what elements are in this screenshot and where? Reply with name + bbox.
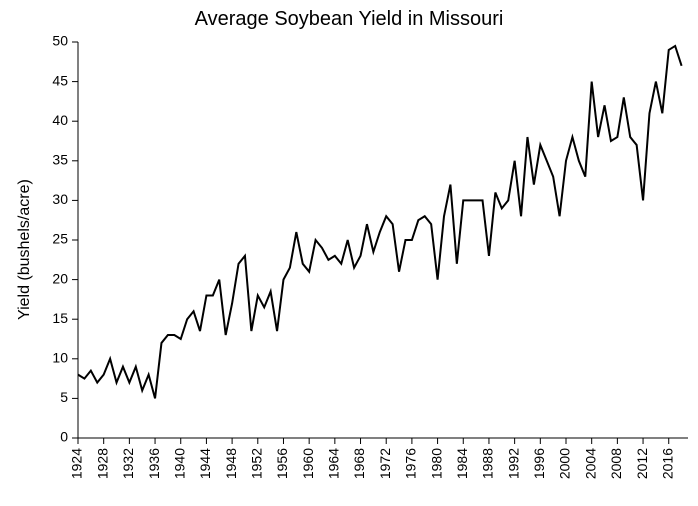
y-tick-label: 50 <box>52 33 68 49</box>
y-tick-label: 30 <box>52 191 68 207</box>
x-tick-label: 1940 <box>171 448 187 479</box>
x-tick-label: 1928 <box>94 448 110 479</box>
y-tick-label: 40 <box>52 112 68 128</box>
y-tick-label: 10 <box>52 350 68 366</box>
y-tick-label: 20 <box>52 270 68 286</box>
x-tick-label: 1956 <box>274 448 290 479</box>
x-tick-label: 1924 <box>69 448 85 479</box>
x-tick-label: 1932 <box>120 448 136 479</box>
y-tick-label: 35 <box>52 152 68 168</box>
y-tick-label: 45 <box>52 72 68 88</box>
chart-svg: 0 5 10 15 20 25 30 35 40 45 50 1924 1928 1932 1936 1940… <box>0 0 698 506</box>
x-tick-label: 1992 <box>505 448 521 479</box>
y-tick-label: 5 <box>60 389 68 405</box>
x-tick-label: 1936 <box>146 448 162 479</box>
y-tick-label: 15 <box>52 310 68 326</box>
x-tick-label: 1948 <box>223 448 239 479</box>
y-tick-label: 25 <box>52 231 68 247</box>
y-tick-label: 0 <box>60 429 68 445</box>
x-tick-label: 2000 <box>557 448 573 479</box>
x-tick-label: 1960 <box>300 448 316 479</box>
x-tick-label: 1988 <box>480 448 496 479</box>
chart-container: Average Soybean Yield in Missouri Yield … <box>0 0 698 506</box>
x-tick-label: 2016 <box>659 448 675 479</box>
x-tick-label: 1972 <box>377 448 393 479</box>
x-tick-label: 1944 <box>197 448 213 479</box>
x-tick-label: 1964 <box>326 448 342 479</box>
x-tick-label: 1984 <box>454 448 470 479</box>
x-tick-label: 1976 <box>403 448 419 479</box>
x-tick-label: 1996 <box>531 448 547 479</box>
yield-series-line <box>78 46 682 398</box>
x-tick-label: 2004 <box>582 448 598 479</box>
x-tick-label: 1968 <box>351 448 367 479</box>
x-tick-label: 1952 <box>248 448 264 479</box>
x-tick-label: 1980 <box>428 448 444 479</box>
x-tick-label: 2008 <box>608 448 624 479</box>
axis-lines <box>78 42 688 438</box>
x-tick-label: 2012 <box>634 448 650 479</box>
